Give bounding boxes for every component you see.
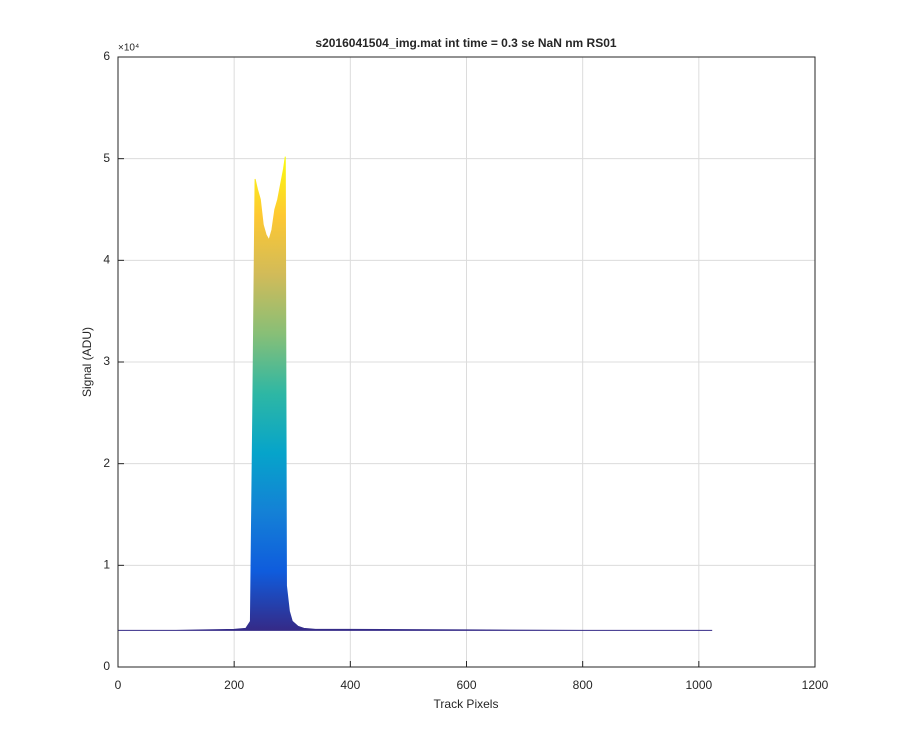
x-tick-label: 400 <box>340 678 360 692</box>
x-tick-label: 1000 <box>685 678 712 692</box>
chart-title: s2016041504_img.mat int time = 0.3 se Na… <box>315 36 616 50</box>
y-axis-label: Signal (ADU) <box>80 327 94 397</box>
y-tick-label: 1 <box>103 558 110 572</box>
y-multiplier: ×10⁴ <box>118 43 139 54</box>
x-tick-label: 200 <box>224 678 244 692</box>
y-tick-label: 5 <box>103 151 110 165</box>
axes-box <box>117 56 816 668</box>
y-tick-label: 0 <box>103 659 110 673</box>
x-tick-label: 800 <box>573 678 593 692</box>
signal-area <box>118 156 713 631</box>
x-tick-label: 0 <box>115 678 122 692</box>
plot-area <box>118 156 713 631</box>
x-axis-label: Track Pixels <box>434 697 499 711</box>
y-tick-label: 6 <box>103 49 110 63</box>
x-tick-label: 600 <box>456 678 476 692</box>
x-tick-label: 1200 <box>802 678 829 692</box>
y-tick-label: 4 <box>103 253 110 267</box>
y-tick-label: 2 <box>103 456 110 470</box>
y-tick-label: 3 <box>103 354 110 368</box>
